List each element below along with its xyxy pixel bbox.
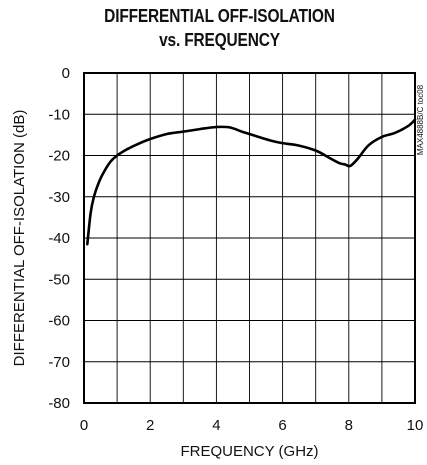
- chart-grid: [84, 73, 415, 403]
- x-tick-label: 0: [80, 417, 88, 434]
- y-tick-label: -20: [48, 148, 70, 165]
- y-tick-label: -50: [48, 271, 70, 288]
- x-axis: 0 2 4 6 8 10: [80, 417, 424, 434]
- y-axis-label: DIFFERENTIAL OFF-ISOLATION (dB): [11, 110, 28, 367]
- figure-code: MAX4888B/C toc08: [416, 84, 425, 155]
- chart-title-line2: vs. FREQUENCY: [159, 30, 280, 50]
- y-tick-label: -60: [48, 313, 70, 330]
- x-axis-label: FREQUENCY (GHz): [180, 443, 318, 460]
- y-tick-label: -70: [48, 354, 70, 371]
- y-tick-label: -40: [48, 230, 70, 247]
- y-axis: 0 -10 -20 -30 -40 -50 -60 -70 -80: [48, 65, 70, 412]
- x-tick-label: 6: [278, 417, 286, 434]
- x-tick-label: 4: [212, 417, 220, 434]
- chart-title-line1: DIFFERENTIAL OFF-ISOLATION: [104, 6, 335, 26]
- x-tick-label: 2: [146, 417, 154, 434]
- series-line: [86, 118, 417, 246]
- x-tick-label: 10: [407, 417, 424, 434]
- x-tick-label: 8: [345, 417, 353, 434]
- y-tick-label: 0: [62, 65, 70, 82]
- plot-area: [83, 72, 416, 404]
- y-tick-label: -80: [48, 395, 70, 412]
- y-tick-label: -30: [48, 189, 70, 206]
- y-tick-label: -10: [48, 106, 70, 123]
